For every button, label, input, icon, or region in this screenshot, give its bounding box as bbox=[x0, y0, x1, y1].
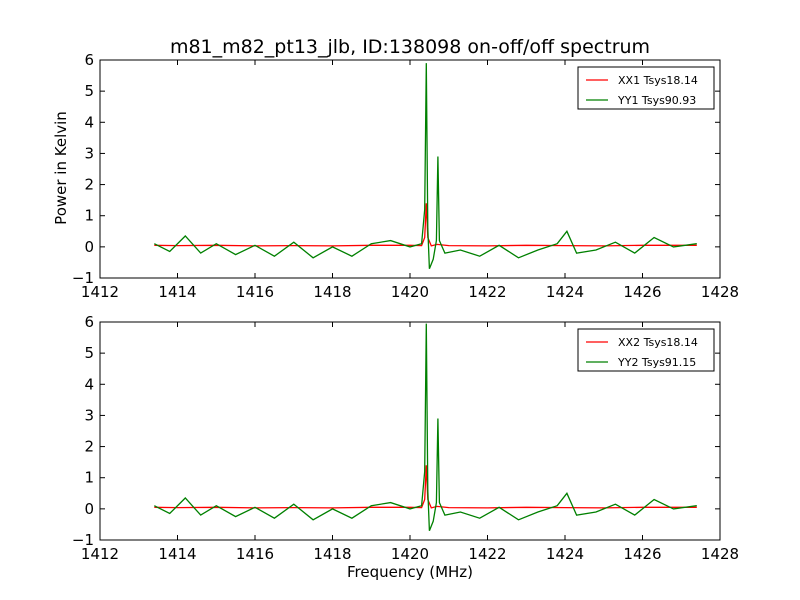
x-tick-label: 1424 bbox=[546, 545, 584, 563]
y-tick-label: 4 bbox=[84, 113, 94, 131]
x-tick-label: 1418 bbox=[313, 283, 351, 301]
legend-label: YY2 Tsys91.15 bbox=[617, 356, 696, 369]
y-tick-label: 0 bbox=[84, 238, 94, 256]
y-axis-label: Power in Kelvin bbox=[52, 111, 70, 225]
x-axis-label: Frequency (MHz) bbox=[347, 563, 473, 581]
x-tick-label: 1412 bbox=[81, 545, 119, 563]
x-tick-label: 1414 bbox=[158, 283, 196, 301]
y-tick-label: 6 bbox=[84, 313, 94, 331]
x-tick-label: 1418 bbox=[313, 545, 351, 563]
y-tick-label: 5 bbox=[84, 82, 94, 100]
y-tick-label: 0 bbox=[84, 500, 94, 518]
legend-label: XX1 Tsys18.14 bbox=[618, 74, 698, 87]
x-tick-label: 1416 bbox=[236, 283, 274, 301]
y-tick-label: 1 bbox=[84, 207, 94, 225]
y-tick-label: −1 bbox=[72, 531, 94, 549]
y-tick-label: 3 bbox=[84, 144, 94, 162]
y-tick-label: 2 bbox=[84, 438, 94, 456]
legend-box bbox=[577, 66, 715, 110]
x-tick-label: 1416 bbox=[236, 545, 274, 563]
y-tick-label: 5 bbox=[84, 344, 94, 362]
top-panel: 1412 1414 1416 1418 1420 1422 1424 1426 1428−101… bbox=[72, 51, 739, 301]
y-tick-label: 1 bbox=[84, 469, 94, 487]
y-tick-label: 6 bbox=[84, 51, 94, 69]
x-tick-label: 1422 bbox=[468, 545, 506, 563]
x-tick-label: 1420 bbox=[391, 283, 429, 301]
y-tick-label: 3 bbox=[84, 406, 94, 424]
x-tick-label: 1426 bbox=[623, 283, 661, 301]
y-tick-label: −1 bbox=[72, 269, 94, 287]
x-tick-label: 1426 bbox=[623, 545, 661, 563]
legend: XX1 Tsys18.14 YY1 Tsys90.93 bbox=[577, 66, 715, 110]
series-line-xx bbox=[154, 203, 697, 247]
legend-label: YY1 Tsys90.93 bbox=[617, 94, 696, 107]
x-tick-label: 1414 bbox=[158, 545, 196, 563]
legend-label: XX2 Tsys18.14 bbox=[618, 336, 698, 349]
series-line-xx bbox=[154, 465, 697, 509]
legend: XX2 Tsys18.14 YY2 Tsys91.15 bbox=[577, 328, 715, 372]
x-tick-label: 1420 bbox=[391, 545, 429, 563]
bottom-panel: 1412 1414 1416 1418 1420 1422 1424 1426 1428−101… bbox=[72, 313, 739, 563]
legend-box bbox=[577, 328, 715, 372]
x-tick-label: 1428 bbox=[701, 283, 739, 301]
y-tick-label: 4 bbox=[84, 375, 94, 393]
x-tick-label: 1422 bbox=[468, 283, 506, 301]
x-tick-label: 1424 bbox=[546, 283, 584, 301]
series-line-yy bbox=[154, 323, 697, 531]
chart-title: m81_m82_pt13_jlb, ID:138098 on-off/off s… bbox=[170, 36, 650, 58]
series-line-yy bbox=[154, 63, 697, 269]
x-tick-label: 1428 bbox=[701, 545, 739, 563]
x-tick-label: 1412 bbox=[81, 283, 119, 301]
y-tick-label: 2 bbox=[84, 176, 94, 194]
